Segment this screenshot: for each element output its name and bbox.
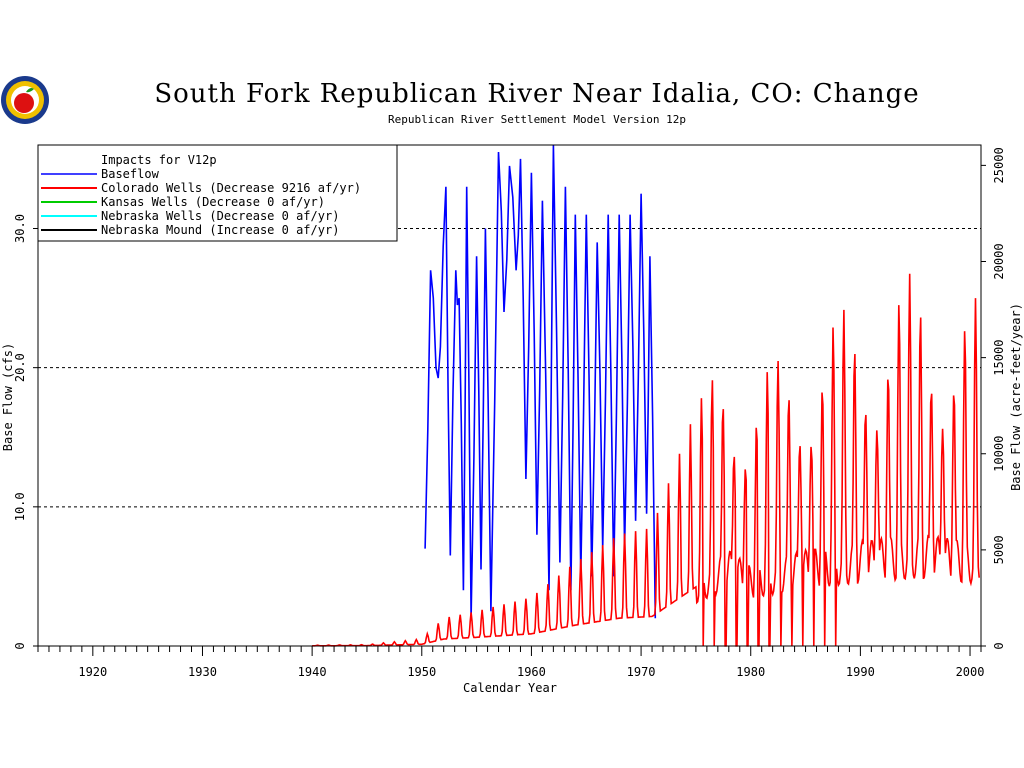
x-tick-label: 1940: [298, 665, 327, 679]
legend-title: Impacts for V12p: [101, 153, 217, 167]
legend-label: Colorado Wells (Decrease 9216 af/yr): [101, 181, 361, 195]
y2-tick-label: 10000: [992, 436, 1006, 472]
x-tick-label: 1990: [846, 665, 875, 679]
legend-label: Kansas Wells (Decrease 0 af/yr): [101, 195, 325, 209]
y2-tick-label: 0: [992, 642, 1006, 649]
legend-label: Nebraska Mound (Increase 0 af/yr): [101, 223, 339, 237]
y2-tick-label: 5000: [992, 535, 1006, 564]
x-tick-label: 1980: [736, 665, 765, 679]
x-axis-label: Calendar Year: [463, 681, 557, 695]
x-tick-label: 1970: [627, 665, 656, 679]
legend-label: Nebraska Wells (Decrease 0 af/yr): [101, 209, 339, 223]
y-axis-left: 0 10.0 20.0 30.0: [13, 214, 38, 650]
y-tick-label: 10.0: [13, 492, 27, 521]
y2-axis-label: Base Flow (acre-feet/year): [1009, 303, 1023, 491]
y-tick-label: 0: [13, 642, 27, 649]
x-tick-label: 1930: [188, 665, 217, 679]
y-tick-label: 20.0: [13, 353, 27, 382]
logo: [1, 76, 49, 124]
colorado-wells-line: [312, 273, 980, 647]
chart-title: South Fork Republican River Near Idalia,…: [154, 79, 919, 109]
x-axis: 1920 1930 1940 1950 1960 1970 1980 1990 2000: [37, 646, 985, 679]
x-tick-label: 1950: [407, 665, 436, 679]
x-tick-label: 1960: [517, 665, 546, 679]
series-layer: [312, 144, 980, 647]
chart-subtitle: Republican River Settlement Model Versio…: [388, 113, 686, 126]
legend-label: Baseflow: [101, 167, 160, 181]
legend-box: [37, 144, 398, 242]
x-tick-label: 2000: [956, 665, 985, 679]
y-axis-right: 0 5000 10000 15000 20000 25000: [981, 147, 1006, 650]
baseflow-line: [424, 144, 657, 619]
y2-tick-label: 20000: [992, 243, 1006, 279]
y-axis-label: Base Flow (cfs): [1, 343, 15, 451]
y2-tick-label: 25000: [992, 147, 1006, 183]
x-tick-label: 1920: [78, 665, 107, 679]
grid-lines: [38, 228, 981, 508]
y2-tick-label: 15000: [992, 340, 1006, 376]
y-tick-label: 30.0: [13, 214, 27, 243]
